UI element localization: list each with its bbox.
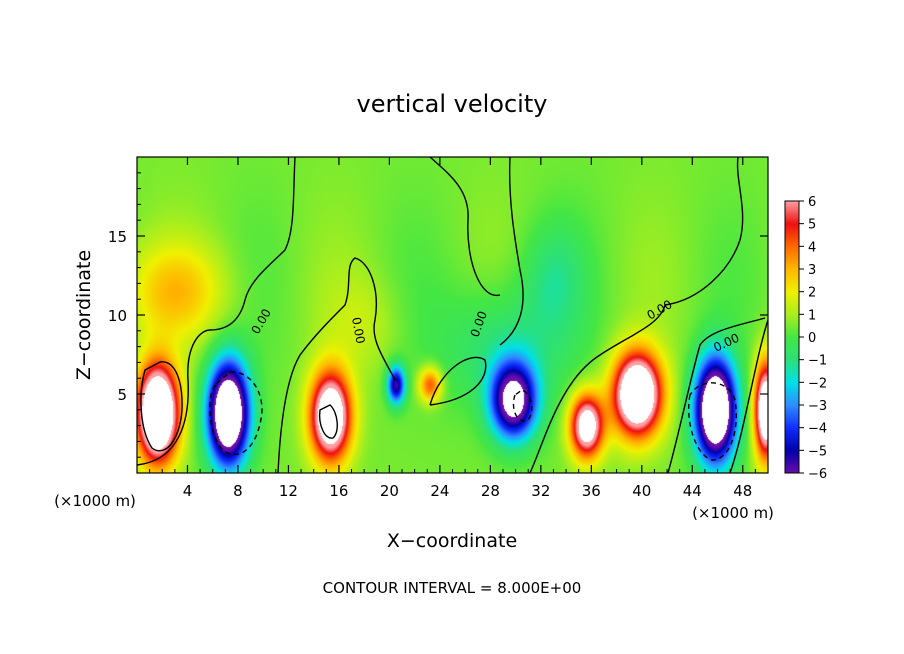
contour-line [429, 156, 501, 296]
x-tick-label: 32 [531, 482, 550, 500]
y-tick-label: 5 [117, 386, 127, 404]
y-tick-label: 10 [108, 307, 127, 325]
zero-contours [136, 156, 769, 474]
x-tick-label: 48 [733, 482, 752, 500]
contour-line [688, 382, 737, 461]
contour-line [512, 389, 533, 422]
colorbar-gradient [785, 201, 799, 473]
contour-line [277, 257, 396, 474]
colorbar-tick-label: 3 [808, 263, 816, 278]
x-tick-label: 36 [582, 482, 601, 500]
colorbar-tick-label: −5 [808, 444, 827, 459]
contour-line [209, 371, 263, 455]
colorbar-tick-label: −3 [808, 399, 827, 414]
contour-line [529, 156, 744, 474]
x-tick-label: 24 [430, 482, 449, 500]
colorbar-tick-label: −6 [808, 467, 827, 482]
chart-title: vertical velocity [357, 90, 548, 118]
y-tick-label: 15 [108, 228, 127, 246]
colorbar-tick-label: −1 [808, 354, 827, 369]
colorbar-tick-label: 6 [808, 195, 816, 210]
colorbar: 6 5 4 3 2 1 0 −1 −2 −3 −4 −5 −6 [784, 195, 827, 482]
x-tick-label: 8 [233, 482, 243, 500]
contour-line [499, 156, 524, 346]
x-tick-label: 28 [481, 482, 500, 500]
colorbar-tick-label: −4 [808, 422, 827, 437]
heatmap-field [137, 157, 768, 473]
contour-line [429, 356, 487, 406]
y-axis-label: Z−coordinate [73, 250, 95, 380]
x-tick-label: 16 [329, 482, 348, 500]
x-tick-label: 44 [683, 482, 702, 500]
colorbar-tick-label: 0 [808, 331, 816, 346]
colorbar-tick-label: 1 [808, 308, 816, 323]
plot-area: 0.00 0.00 0.00 0.00 0.00 [136, 156, 769, 474]
contour-line [318, 404, 338, 439]
colorbar-tick-label: 2 [808, 286, 816, 301]
contour-line [729, 319, 769, 474]
x-axis-ticks: 4 8 12 16 20 24 28 32 36 40 44 48 [149, 157, 756, 500]
contour-interval-note: CONTOUR INTERVAL = 8.000E+00 [323, 579, 582, 597]
contour-label: 0.00 [349, 316, 367, 345]
x-tick-label: 4 [183, 482, 193, 500]
contour-line [136, 156, 296, 466]
x-tick-label: 20 [380, 482, 399, 500]
colorbar-tick-label: 4 [808, 240, 816, 255]
x-unit-left: (×1000 m) [54, 492, 136, 510]
colorbar-ticks: 6 5 4 3 2 1 0 −1 −2 −3 −4 −5 −6 [799, 195, 827, 482]
x-unit-right: (×1000 m) [692, 504, 774, 522]
contour-line [667, 317, 766, 474]
colorbar-tick-label: 5 [808, 218, 816, 233]
x-tick-label: 40 [632, 482, 651, 500]
colorbar-tick-label: −2 [808, 376, 827, 391]
x-axis-label: X−coordinate [387, 530, 517, 552]
x-tick-label: 12 [279, 482, 298, 500]
contour-line [140, 361, 183, 452]
y-axis-ticks: 5 10 15 [108, 172, 768, 458]
